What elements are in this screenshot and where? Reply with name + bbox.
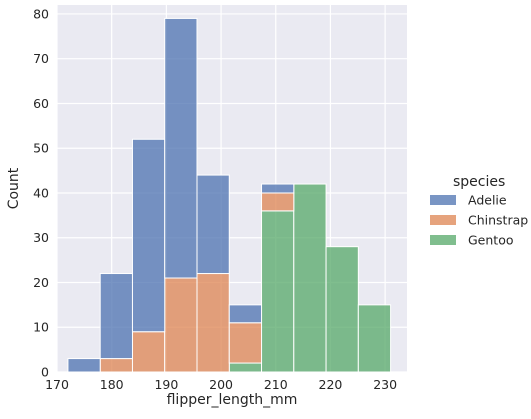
x-tick-label: 190 — [154, 377, 178, 392]
x-tick-label: 210 — [264, 377, 288, 392]
bar-gentoo — [261, 210, 295, 373]
bar-gentoo — [357, 304, 392, 373]
x-tick-label: 230 — [373, 377, 397, 392]
x-axis-ticks: 170 180 190 200 210 220 230 — [45, 377, 397, 392]
legend-label-chinstrap: Chinstrap — [468, 213, 528, 228]
y-tick-label: 0 — [41, 365, 49, 380]
x-tick-label: 180 — [100, 377, 124, 392]
bar-gentoo — [325, 246, 359, 373]
y-tick-label: 40 — [33, 185, 49, 200]
legend: species Adelie Chinstrap Gentoo — [430, 174, 528, 248]
x-tick-label: 200 — [209, 377, 233, 392]
x-axis-label: flipper_length_mm — [167, 392, 298, 408]
bar-adelie — [228, 304, 263, 324]
legend-label-gentoo: Gentoo — [468, 233, 514, 248]
y-axis-label: Count — [6, 167, 22, 209]
bar-adelie — [67, 358, 101, 373]
bar-gentoo — [228, 362, 263, 373]
legend-swatch-adelie — [430, 195, 456, 205]
y-tick-label: 70 — [33, 51, 49, 66]
bar-adelie — [99, 273, 133, 360]
bar-chinstrap — [164, 277, 198, 373]
x-tick-label: 220 — [319, 377, 343, 392]
bar-adelie — [196, 174, 230, 275]
bar-chinstrap — [228, 322, 263, 364]
legend-swatch-gentoo — [430, 235, 456, 245]
y-tick-label: 80 — [33, 6, 49, 21]
bar-adelie — [164, 17, 198, 279]
y-tick-label: 60 — [33, 96, 49, 111]
y-tick-label: 20 — [33, 275, 49, 290]
y-tick-label: 10 — [33, 320, 49, 335]
bar-adelie — [131, 138, 166, 333]
bars — [67, 17, 392, 373]
bar-chinstrap — [261, 192, 295, 212]
bar-chinstrap — [131, 331, 166, 373]
x-tick-label: 170 — [45, 377, 69, 392]
legend-title: species — [453, 174, 505, 190]
bar-adelie — [261, 183, 295, 194]
y-axis-ticks: 0 10 20 30 40 50 60 70 80 — [33, 6, 49, 379]
bar-chinstrap — [196, 273, 230, 373]
legend-label-adelie: Adelie — [468, 193, 507, 208]
bar-chinstrap — [99, 358, 133, 373]
legend-swatch-chinstrap — [430, 215, 456, 225]
bar-gentoo — [293, 183, 327, 373]
y-tick-label: 50 — [33, 141, 49, 156]
y-tick-label: 30 — [33, 230, 49, 245]
